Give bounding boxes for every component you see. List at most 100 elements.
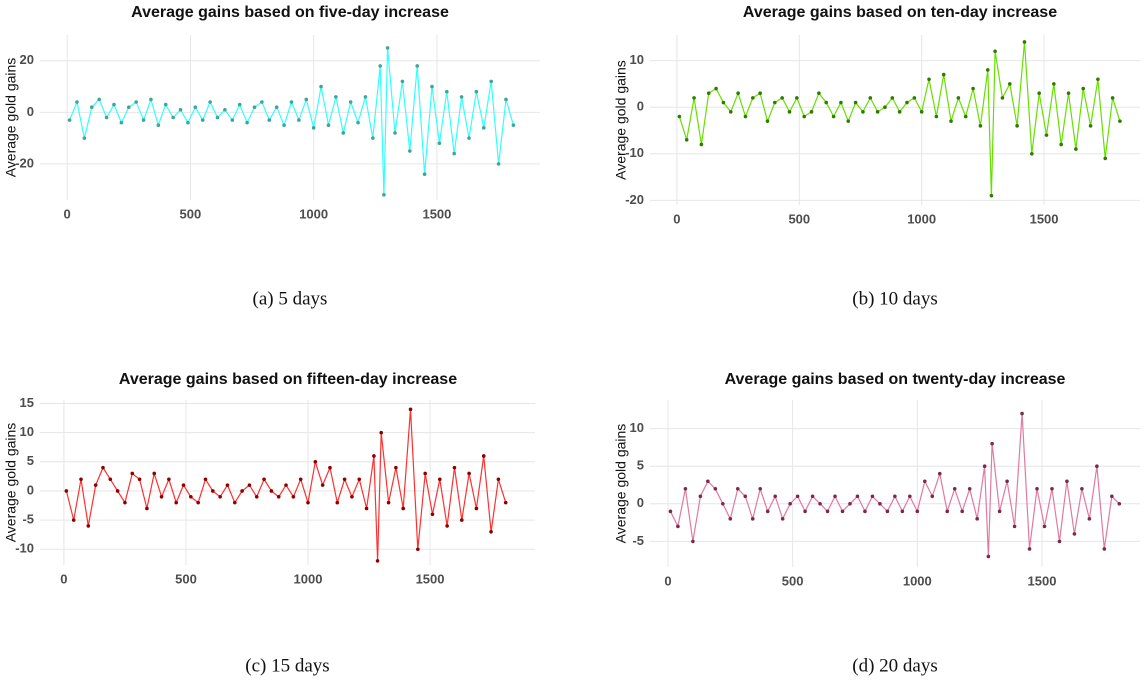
data-point — [721, 502, 725, 506]
data-point — [1015, 124, 1019, 128]
data-point — [1110, 96, 1115, 100]
data-point — [230, 118, 235, 122]
data-point — [93, 483, 98, 487]
data-point — [75, 100, 79, 104]
data-point — [971, 86, 975, 91]
data-point — [1000, 96, 1005, 100]
y-tick-label: -20 — [625, 192, 644, 207]
data-point — [676, 524, 680, 529]
data-point — [1007, 82, 1012, 86]
data-point — [181, 483, 186, 487]
x-tick-label: 500 — [175, 571, 197, 586]
data-point — [232, 500, 237, 505]
series-line — [678, 41, 1121, 196]
data-point — [126, 105, 131, 109]
data-point — [1066, 91, 1071, 96]
x-tick-label: 1000 — [907, 211, 936, 226]
data-point — [408, 407, 413, 412]
y-tick-label: -10 — [15, 541, 34, 556]
y-axis-label: Average gold gains — [613, 424, 629, 544]
data-point — [245, 120, 249, 125]
panel: Average gains based on twenty-day increa… — [613, 371, 1140, 676]
data-point — [930, 494, 935, 499]
data-point — [379, 430, 384, 435]
data-point — [861, 110, 865, 114]
x-tick-label: 1500 — [422, 206, 451, 221]
data-point — [163, 102, 168, 107]
y-tick-label: 10 — [20, 424, 34, 439]
data-point — [824, 100, 829, 105]
data-point — [459, 95, 464, 99]
data-point — [254, 494, 259, 499]
y-tick-label: -10 — [625, 145, 644, 160]
data-point — [364, 506, 369, 511]
data-point — [178, 107, 183, 112]
data-point — [186, 120, 190, 125]
data-point — [1035, 486, 1039, 491]
y-tick-label: -5 — [22, 512, 34, 527]
data-point — [152, 471, 157, 476]
data-point — [1059, 142, 1063, 147]
caption: (a) 5 days — [253, 288, 328, 309]
data-point — [743, 494, 748, 499]
data-point — [71, 518, 76, 522]
x-tick-label: 0 — [664, 573, 671, 588]
data-point — [1110, 494, 1114, 499]
data-point — [284, 483, 288, 487]
data-point — [758, 91, 762, 96]
data-point — [385, 46, 390, 50]
data-point — [467, 136, 471, 140]
data-point — [269, 489, 274, 493]
data-point — [225, 483, 230, 487]
data-point — [713, 486, 718, 491]
x-tick-label: 1500 — [1028, 573, 1057, 588]
data-point — [795, 494, 800, 499]
data-point — [489, 79, 493, 84]
data-point — [846, 119, 851, 123]
y-tick-label: 0 — [27, 104, 34, 119]
data-point — [459, 518, 464, 522]
data-point — [215, 115, 220, 120]
data-point — [908, 494, 912, 499]
data-point — [341, 131, 346, 135]
data-point — [787, 110, 792, 114]
y-tick-label: -20 — [15, 155, 34, 170]
data-point — [108, 477, 113, 482]
caption: (c) 15 days — [245, 655, 329, 676]
data-point — [795, 96, 799, 100]
data-point — [1081, 86, 1086, 91]
x-tick-label: 0 — [64, 206, 71, 221]
data-point — [1052, 82, 1056, 86]
data-point — [773, 100, 777, 105]
data-point — [780, 517, 785, 521]
data-point — [167, 477, 171, 482]
y-axis-label: Average gold gains — [613, 60, 629, 180]
data-point — [975, 517, 979, 521]
data-point — [382, 193, 386, 197]
data-point — [809, 110, 814, 114]
data-point — [247, 483, 252, 487]
data-point — [780, 96, 784, 100]
data-point — [915, 509, 920, 514]
chart-title: Average gains based on ten-day increase — [743, 4, 1057, 21]
data-point — [1065, 479, 1069, 484]
data-point — [765, 509, 770, 514]
data-point — [193, 105, 198, 109]
data-point — [1057, 539, 1062, 544]
data-point — [937, 471, 942, 476]
data-point — [156, 123, 161, 128]
data-point — [714, 86, 718, 91]
data-point — [481, 126, 486, 130]
data-point — [375, 559, 380, 563]
data-point — [986, 554, 991, 559]
data-point — [437, 141, 442, 146]
data-point — [1072, 532, 1077, 536]
data-point — [313, 460, 318, 464]
data-point — [945, 509, 950, 514]
data-point — [698, 494, 703, 499]
data-point — [89, 105, 94, 109]
data-point — [1027, 547, 1032, 551]
data-point — [721, 100, 726, 105]
data-point — [893, 494, 897, 499]
data-point — [905, 100, 909, 105]
